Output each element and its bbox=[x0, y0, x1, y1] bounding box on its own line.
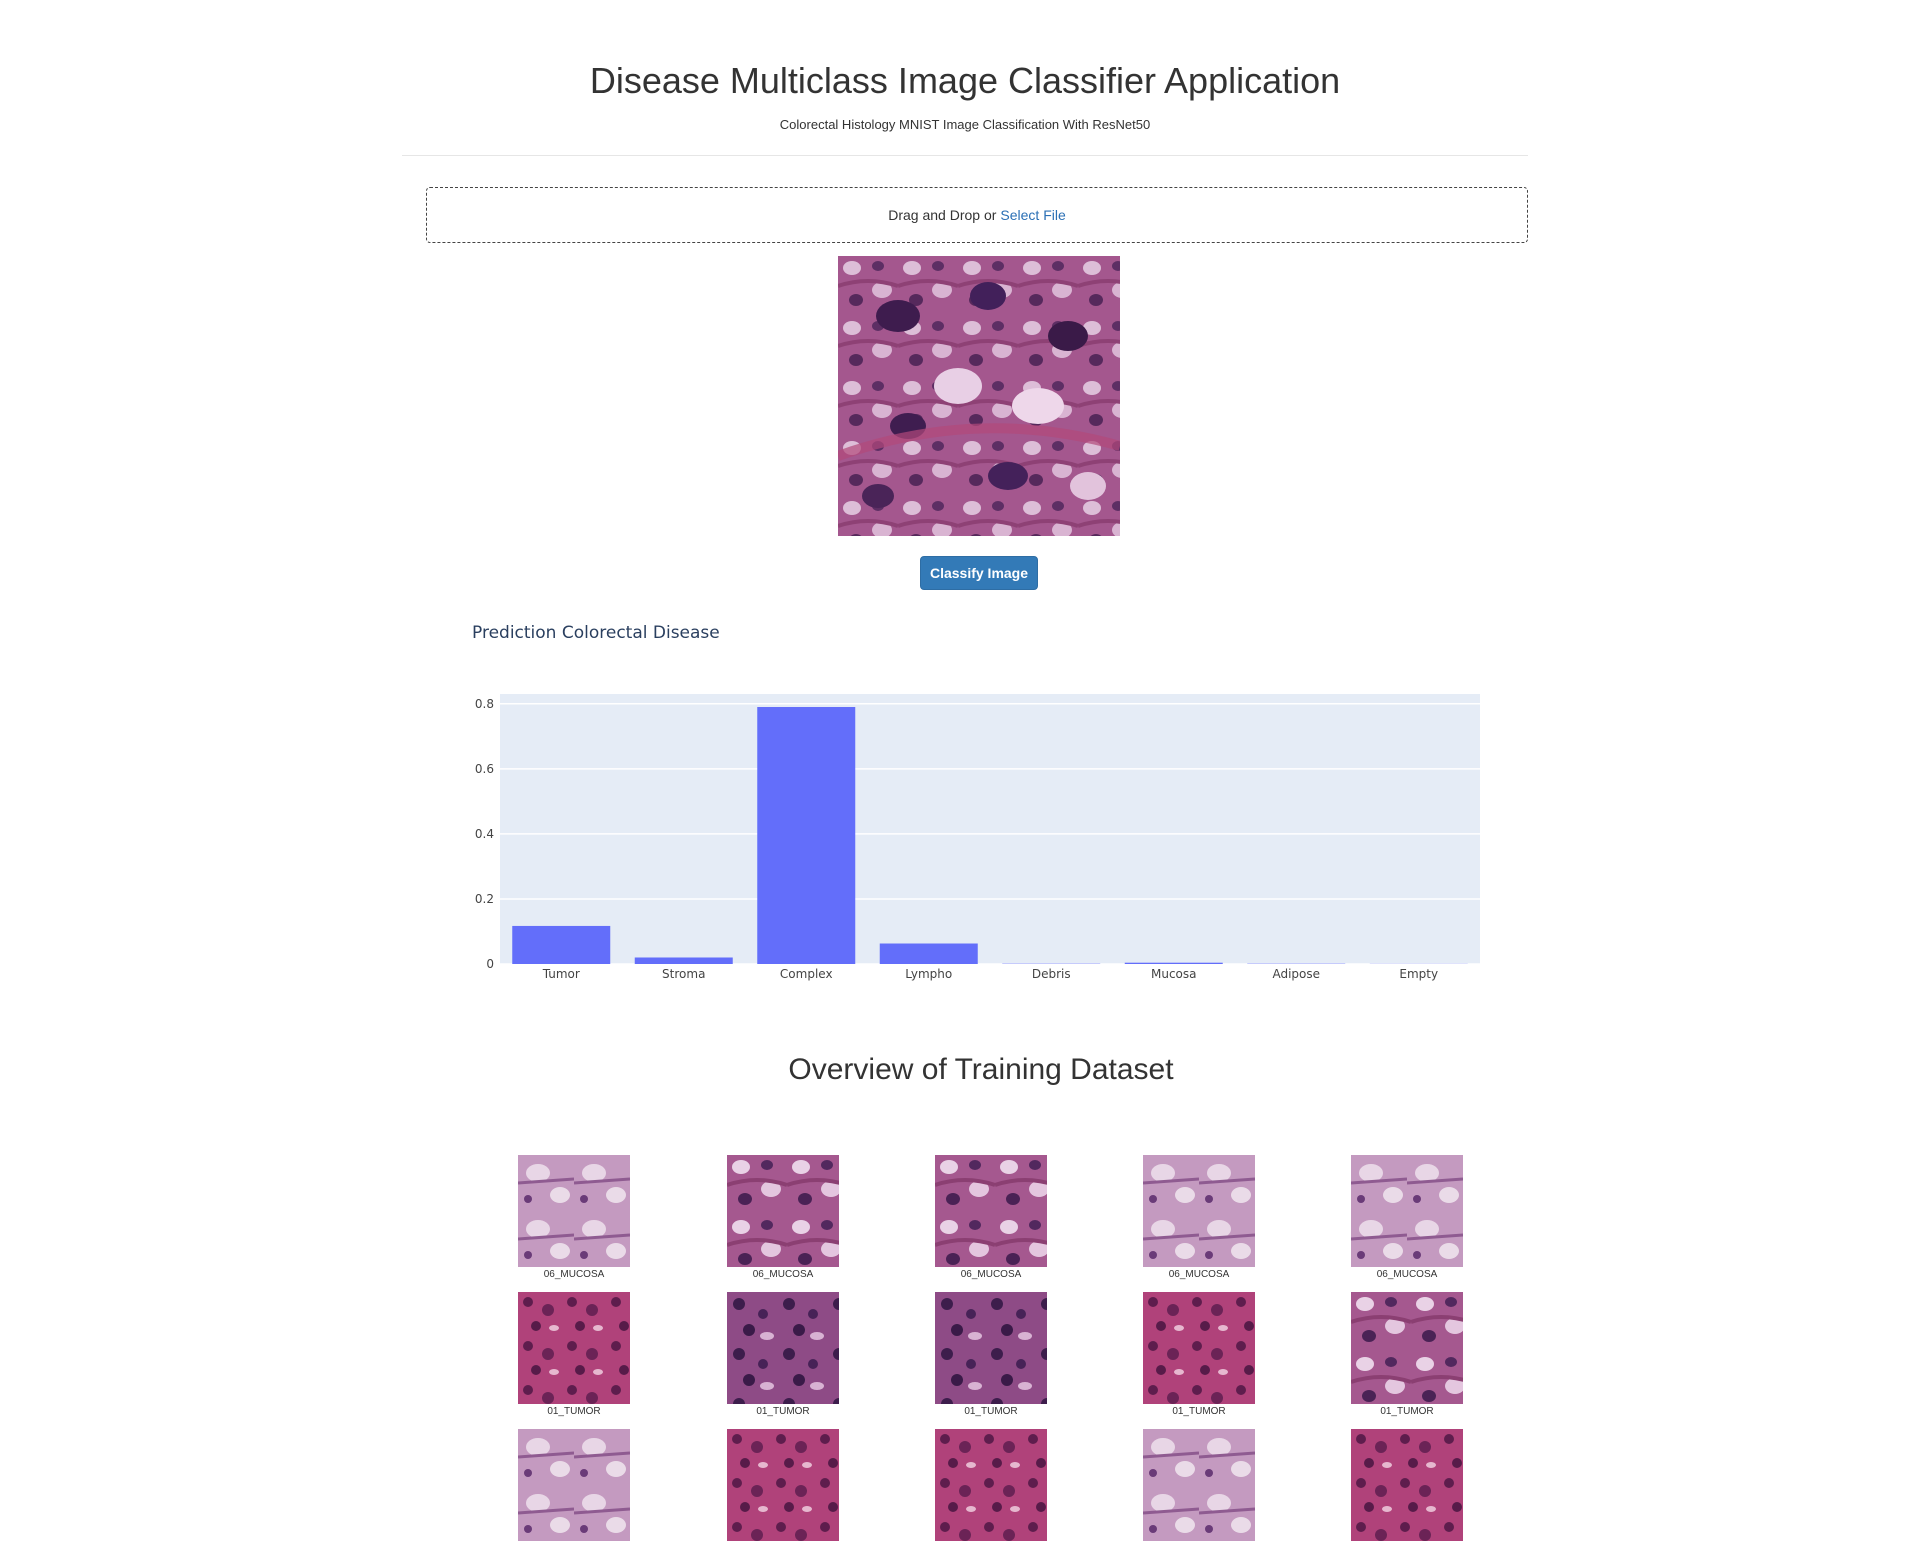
prediction-chart-title: Prediction Colorectal Disease bbox=[472, 623, 720, 643]
x-tick-label: Lympho bbox=[905, 967, 952, 981]
dropzone-text: Drag and Drop or bbox=[888, 207, 996, 223]
uploaded-image-preview bbox=[838, 256, 1120, 536]
dataset-tile bbox=[1351, 1292, 1463, 1404]
dataset-tile bbox=[1143, 1155, 1255, 1267]
dataset-tile bbox=[727, 1155, 839, 1267]
dataset-tile-label: 06_MUCOSA bbox=[504, 1269, 644, 1280]
x-tick-label: Complex bbox=[780, 967, 833, 981]
dataset-tile-label: 01_TUMOR bbox=[504, 1406, 644, 1417]
dataset-tile bbox=[935, 1155, 1047, 1267]
prediction-bar-chart: 0 0.2 0.4 0.6 0.8 Tumor Stroma Complex Lympho Deb… bbox=[460, 680, 1480, 990]
bar-mucosa[interactable] bbox=[1125, 963, 1223, 964]
x-tick-label: Stroma bbox=[662, 967, 705, 981]
dataset-tile bbox=[935, 1292, 1047, 1404]
y-tick-label: 0.2 bbox=[475, 892, 494, 906]
dataset-tile bbox=[1143, 1429, 1255, 1541]
dataset-tile bbox=[1143, 1292, 1255, 1404]
dataset-tile bbox=[518, 1292, 630, 1404]
dataset-tile-label: 06_MUCOSA bbox=[713, 1269, 853, 1280]
dataset-tile-label: 06_MUCOSA bbox=[1129, 1269, 1269, 1280]
x-tick-label: Adipose bbox=[1272, 967, 1320, 981]
header-divider bbox=[402, 155, 1528, 156]
x-tick-label: Tumor bbox=[542, 967, 580, 981]
x-tick-label: Mucosa bbox=[1151, 967, 1197, 981]
bar-complex[interactable] bbox=[757, 707, 855, 964]
dataset-tile bbox=[935, 1429, 1047, 1541]
page-title: Disease Multiclass Image Classifier Appl… bbox=[0, 60, 1920, 102]
dataset-tile-label: 01_TUMOR bbox=[1337, 1406, 1477, 1417]
dataset-tile bbox=[518, 1155, 630, 1267]
bar-lympho[interactable] bbox=[880, 944, 978, 964]
y-tick-label: 0.4 bbox=[475, 827, 494, 841]
dataset-tile bbox=[518, 1429, 630, 1541]
dataset-overview-title: Overview of Training Dataset bbox=[0, 1053, 1920, 1087]
plot-area bbox=[500, 694, 1480, 964]
dataset-tile bbox=[727, 1429, 839, 1541]
dataset-tile-label: 06_MUCOSA bbox=[1337, 1269, 1477, 1280]
y-tick-label: 0.8 bbox=[475, 697, 494, 711]
dataset-tile bbox=[1351, 1155, 1463, 1267]
x-tick-label: Debris bbox=[1032, 967, 1071, 981]
classify-image-button[interactable]: Classify Image bbox=[920, 556, 1038, 590]
file-dropzone[interactable]: Drag and Drop or Select File bbox=[426, 187, 1528, 243]
page-subtitle: Colorectal Histology MNIST Image Classif… bbox=[0, 117, 1920, 132]
y-tick-label: 0.6 bbox=[475, 762, 494, 776]
dataset-tile-label: 06_MUCOSA bbox=[921, 1269, 1061, 1280]
dataset-tile bbox=[1351, 1429, 1463, 1541]
bar-stroma[interactable] bbox=[635, 957, 733, 964]
dataset-tile-label: 01_TUMOR bbox=[713, 1406, 853, 1417]
bar-tumor[interactable] bbox=[512, 926, 610, 964]
select-file-link[interactable]: Select File bbox=[1000, 207, 1065, 223]
dataset-tile bbox=[727, 1292, 839, 1404]
dataset-tile-label: 01_TUMOR bbox=[921, 1406, 1061, 1417]
x-tick-label: Empty bbox=[1399, 967, 1438, 981]
dataset-tile-label: 01_TUMOR bbox=[1129, 1406, 1269, 1417]
y-tick-label: 0 bbox=[486, 957, 494, 971]
